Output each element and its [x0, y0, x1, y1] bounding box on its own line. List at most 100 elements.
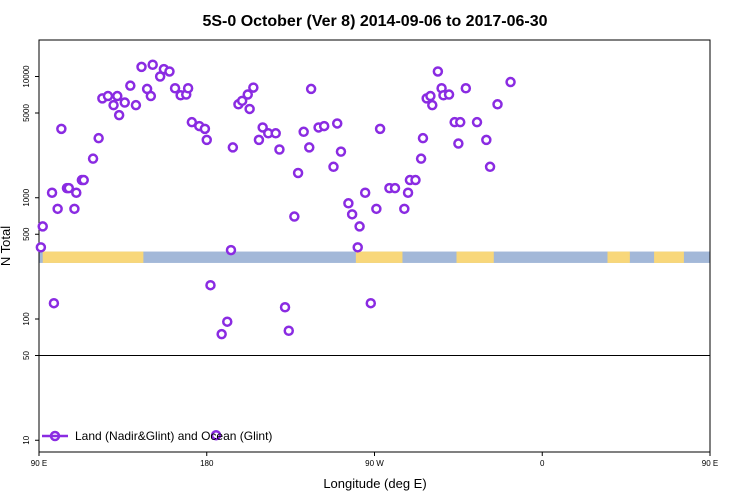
data-point	[164, 66, 175, 77]
y-axis-label: N Total	[0, 226, 13, 266]
y-axis: 10 50 100 500 1000 5000 10000	[22, 65, 39, 445]
data-point	[63, 182, 75, 194]
data-point	[112, 90, 123, 102]
data-point	[248, 82, 259, 93]
data-point	[102, 90, 114, 102]
data-point	[52, 203, 63, 215]
data-point	[145, 90, 157, 102]
data-point	[169, 83, 181, 94]
data-point	[227, 142, 239, 153]
data-point	[37, 221, 48, 232]
x-axis-label: Longitude (deg E)	[323, 476, 426, 491]
land-segment	[42, 251, 144, 263]
data-point	[113, 109, 125, 121]
data-point	[399, 203, 410, 215]
y-tick-label: 1000	[22, 188, 31, 206]
y-tick-label: 10000	[22, 65, 31, 88]
land-segment	[456, 251, 494, 263]
data-point	[365, 297, 377, 309]
data-point	[48, 297, 60, 309]
data-point	[35, 242, 47, 253]
x-axis: 90 E 180 90 W 0 90 E	[31, 452, 718, 468]
data-point	[415, 153, 427, 164]
data-point	[182, 83, 194, 94]
data-point	[270, 128, 281, 139]
data-point	[328, 161, 339, 173]
data-point	[460, 83, 472, 94]
data-point	[279, 301, 291, 313]
data-points	[35, 59, 516, 441]
data-point	[432, 66, 444, 77]
data-point	[335, 146, 347, 157]
x-tick-label: 90 E	[702, 459, 718, 468]
data-point	[454, 116, 466, 128]
data-point	[253, 134, 265, 146]
y-tick-label: 5000	[22, 104, 31, 122]
y-tick-label: 10	[22, 435, 31, 444]
data-point	[125, 80, 136, 91]
data-point	[371, 203, 382, 215]
data-point	[343, 198, 354, 209]
data-point	[216, 328, 227, 340]
data-point	[374, 123, 386, 135]
data-point	[492, 99, 503, 110]
data-point	[354, 221, 365, 232]
land-segment	[607, 251, 630, 263]
data-point	[410, 174, 421, 186]
x-tick-label: 90 E	[31, 459, 47, 468]
data-point	[331, 118, 343, 129]
data-point	[298, 126, 309, 138]
data-point	[304, 142, 315, 153]
legend-marker-icon	[49, 430, 61, 442]
data-point	[346, 209, 358, 220]
data-point	[205, 279, 216, 291]
data-point	[359, 187, 371, 198]
y-tick-label: 100	[22, 312, 31, 326]
data-point	[242, 89, 254, 100]
data-point	[130, 99, 142, 111]
data-point	[147, 59, 158, 70]
data-point	[283, 325, 295, 337]
y-tick-label: 50	[22, 351, 31, 360]
data-point	[481, 134, 492, 146]
data-point	[108, 99, 119, 111]
data-point	[274, 144, 285, 155]
data-point	[292, 167, 304, 179]
data-point	[389, 182, 401, 194]
data-point	[222, 316, 233, 327]
data-point	[46, 187, 58, 198]
x-tick-label: 90 W	[365, 459, 384, 468]
data-point	[417, 132, 429, 144]
data-point	[505, 76, 516, 88]
data-point	[402, 187, 414, 198]
y-tick-label: 500	[22, 227, 31, 241]
data-point	[257, 122, 268, 133]
land-segment	[355, 251, 403, 263]
data-point	[484, 161, 496, 173]
data-point	[305, 83, 317, 95]
data-point	[56, 123, 67, 135]
data-point	[210, 429, 222, 441]
data-point	[453, 138, 464, 149]
data-point	[78, 174, 89, 186]
x-tick-label: 0	[540, 459, 545, 468]
data-point	[71, 187, 82, 198]
data-point	[471, 116, 483, 128]
land-mask-band	[39, 251, 710, 263]
data-point	[69, 203, 80, 215]
data-point	[225, 244, 237, 256]
data-point	[318, 120, 330, 132]
data-point	[119, 97, 130, 108]
legend: Land (Nadir&Glint) and Ocean (Glint)	[42, 429, 272, 443]
data-point	[136, 61, 147, 73]
chart-title: 5S-0 October (Ver 8) 2014-09-06 to 2017-…	[202, 13, 547, 30]
data-point	[236, 95, 248, 107]
data-point	[199, 123, 211, 135]
legend-label: Land (Nadir&Glint) and Ocean (Glint)	[75, 429, 272, 443]
data-point	[427, 99, 438, 111]
data-point	[244, 103, 255, 115]
x-tick-label: 180	[200, 459, 214, 468]
data-point	[352, 242, 363, 253]
data-point	[93, 132, 104, 144]
